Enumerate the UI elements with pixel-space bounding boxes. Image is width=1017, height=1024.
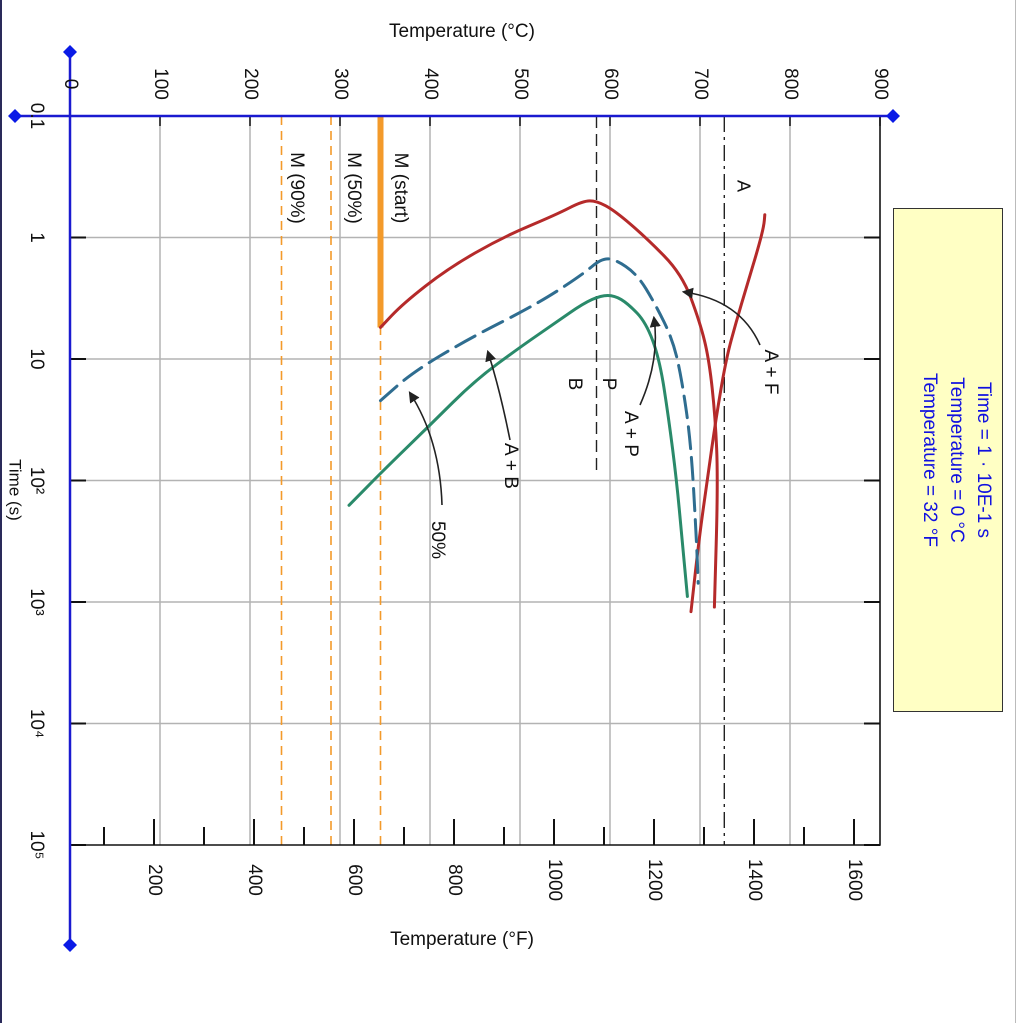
cursor-handle-2 <box>63 45 77 59</box>
tick-t-10³: 10³ <box>26 588 47 615</box>
series-3 <box>347 293 689 598</box>
tick-f-1400: 1400 <box>744 859 765 901</box>
tick-c-500: 500 <box>510 68 531 100</box>
tick-t-10⁵: 10⁵ <box>26 830 47 859</box>
series-1 <box>379 199 719 609</box>
handles <box>8 45 900 952</box>
cursor-handle-3 <box>63 938 77 952</box>
tick-f-1200: 1200 <box>644 859 665 901</box>
region-label-a-p: A + P <box>620 411 641 457</box>
region-label-50-: 50% <box>427 521 448 559</box>
tick-c-900: 900 <box>870 68 891 100</box>
grid <box>70 116 881 845</box>
tick-c-300: 300 <box>330 68 351 100</box>
tick-t-0.1: 0.1 <box>26 103 47 129</box>
readout-time: Time = 1 · 10E-1 s <box>973 381 994 539</box>
reference-lines <box>280 116 725 845</box>
cursor-handle-0 <box>8 109 22 123</box>
tick-t-1: 1 <box>26 232 47 243</box>
axis-title-celsius: Temperature (°C) <box>389 21 535 42</box>
tick-t-10⁴: 10⁴ <box>26 709 47 738</box>
label-b: B <box>564 378 585 391</box>
region-arrow-a-f <box>681 287 761 346</box>
label-m-50-: M (50%) <box>343 152 364 224</box>
tick-c-600: 600 <box>600 68 621 100</box>
readout-panel: Time = 1 · 10E-1 s Temperature = 0 °C Te… <box>893 208 1003 712</box>
tick-c-0: 0 <box>60 79 81 90</box>
label-a: A <box>733 180 753 192</box>
cursor-handle-1 <box>886 109 900 123</box>
region-label-a-f: A + F <box>760 350 781 395</box>
label-m-90-: M (90%) <box>286 152 307 224</box>
region-arrow-50- <box>408 391 443 506</box>
tick-c-700: 700 <box>690 68 711 100</box>
tick-f-200: 200 <box>144 864 165 896</box>
region-label-a-b: A + B <box>500 443 521 489</box>
tick-f-600: 600 <box>344 864 365 896</box>
series-layer <box>347 199 767 614</box>
axis-title-time: Time (s) <box>6 459 25 521</box>
series-2 <box>379 257 700 585</box>
label-p: P <box>598 378 619 391</box>
tick-t-10: 10 <box>26 348 47 369</box>
axes <box>15 52 893 945</box>
readout-temp-f: Temperature = 32 °F <box>919 373 940 547</box>
tick-f-800: 800 <box>444 864 465 896</box>
axis-title-fahrenheit: Temperature (°F) <box>390 929 534 950</box>
region-arrow-a-p <box>639 315 661 406</box>
tick-t-10²: 10² <box>26 467 47 494</box>
region-arrow-a-b <box>485 349 511 441</box>
tick-f-1600: 1600 <box>844 859 865 901</box>
tick-c-200: 200 <box>240 68 261 100</box>
series-0 <box>689 213 767 614</box>
tick-c-100: 100 <box>150 68 171 100</box>
tick-c-400: 400 <box>420 68 441 100</box>
label-m-start-: M (start) <box>390 153 411 224</box>
readout-temp-c: Temperature = 0 °C <box>946 377 967 543</box>
tick-f-400: 400 <box>244 864 265 896</box>
tick-f-1000: 1000 <box>544 859 565 901</box>
labels: 0 100 200 300 400 500 600 700 800 900 0.1 1 10 10² 10³… <box>6 21 891 950</box>
tick-c-800: 800 <box>780 68 801 100</box>
